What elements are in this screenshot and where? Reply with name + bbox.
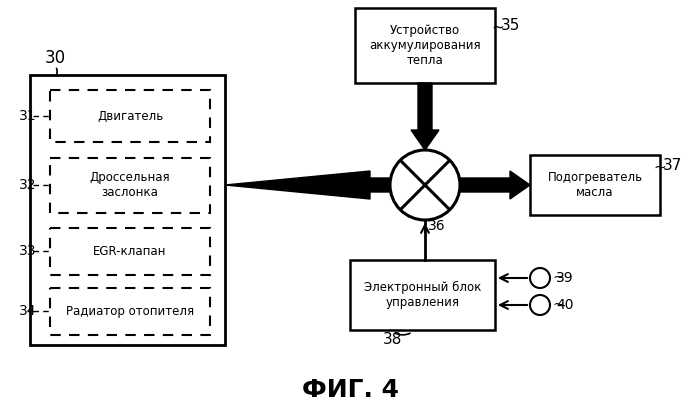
Text: 37: 37 xyxy=(662,157,682,173)
Circle shape xyxy=(390,150,460,220)
Text: 39: 39 xyxy=(556,271,574,285)
Text: Электронный блок
управления: Электронный блок управления xyxy=(364,281,481,309)
Bar xyxy=(50,90,210,142)
Text: EGR-клапан: EGR-клапан xyxy=(93,245,167,258)
Bar xyxy=(30,75,225,345)
Text: Двигатель: Двигатель xyxy=(97,109,163,122)
Text: ~: ~ xyxy=(553,271,565,285)
Text: Устройство
аккумулирования
тепла: Устройство аккумулирования тепла xyxy=(369,24,481,67)
Text: ~: ~ xyxy=(653,160,666,175)
Circle shape xyxy=(530,268,550,288)
Bar xyxy=(350,260,495,330)
Circle shape xyxy=(530,295,550,315)
Text: 40: 40 xyxy=(556,298,574,312)
Text: 33: 33 xyxy=(20,244,36,258)
Bar xyxy=(530,155,660,215)
Text: Подогреватель
масла: Подогреватель масла xyxy=(547,171,643,199)
Polygon shape xyxy=(460,171,530,199)
Text: 30: 30 xyxy=(44,49,66,67)
Bar xyxy=(50,158,210,213)
Bar xyxy=(50,228,210,275)
Text: 32: 32 xyxy=(20,178,36,192)
Text: 31: 31 xyxy=(19,109,37,123)
Bar xyxy=(355,8,495,83)
Text: Дроссельная
заслонка: Дроссельная заслонка xyxy=(90,171,170,200)
Text: 34: 34 xyxy=(20,304,36,318)
Text: ~: ~ xyxy=(491,20,504,35)
Polygon shape xyxy=(225,171,390,199)
Text: 35: 35 xyxy=(500,18,519,33)
Text: ФИГ. 4: ФИГ. 4 xyxy=(302,378,398,402)
Bar xyxy=(50,288,210,335)
Text: 36: 36 xyxy=(428,219,446,233)
Text: Радиатор отопителя: Радиатор отопителя xyxy=(66,305,194,318)
Text: 38: 38 xyxy=(384,333,402,348)
Polygon shape xyxy=(411,83,439,150)
Text: ~: ~ xyxy=(553,298,565,312)
